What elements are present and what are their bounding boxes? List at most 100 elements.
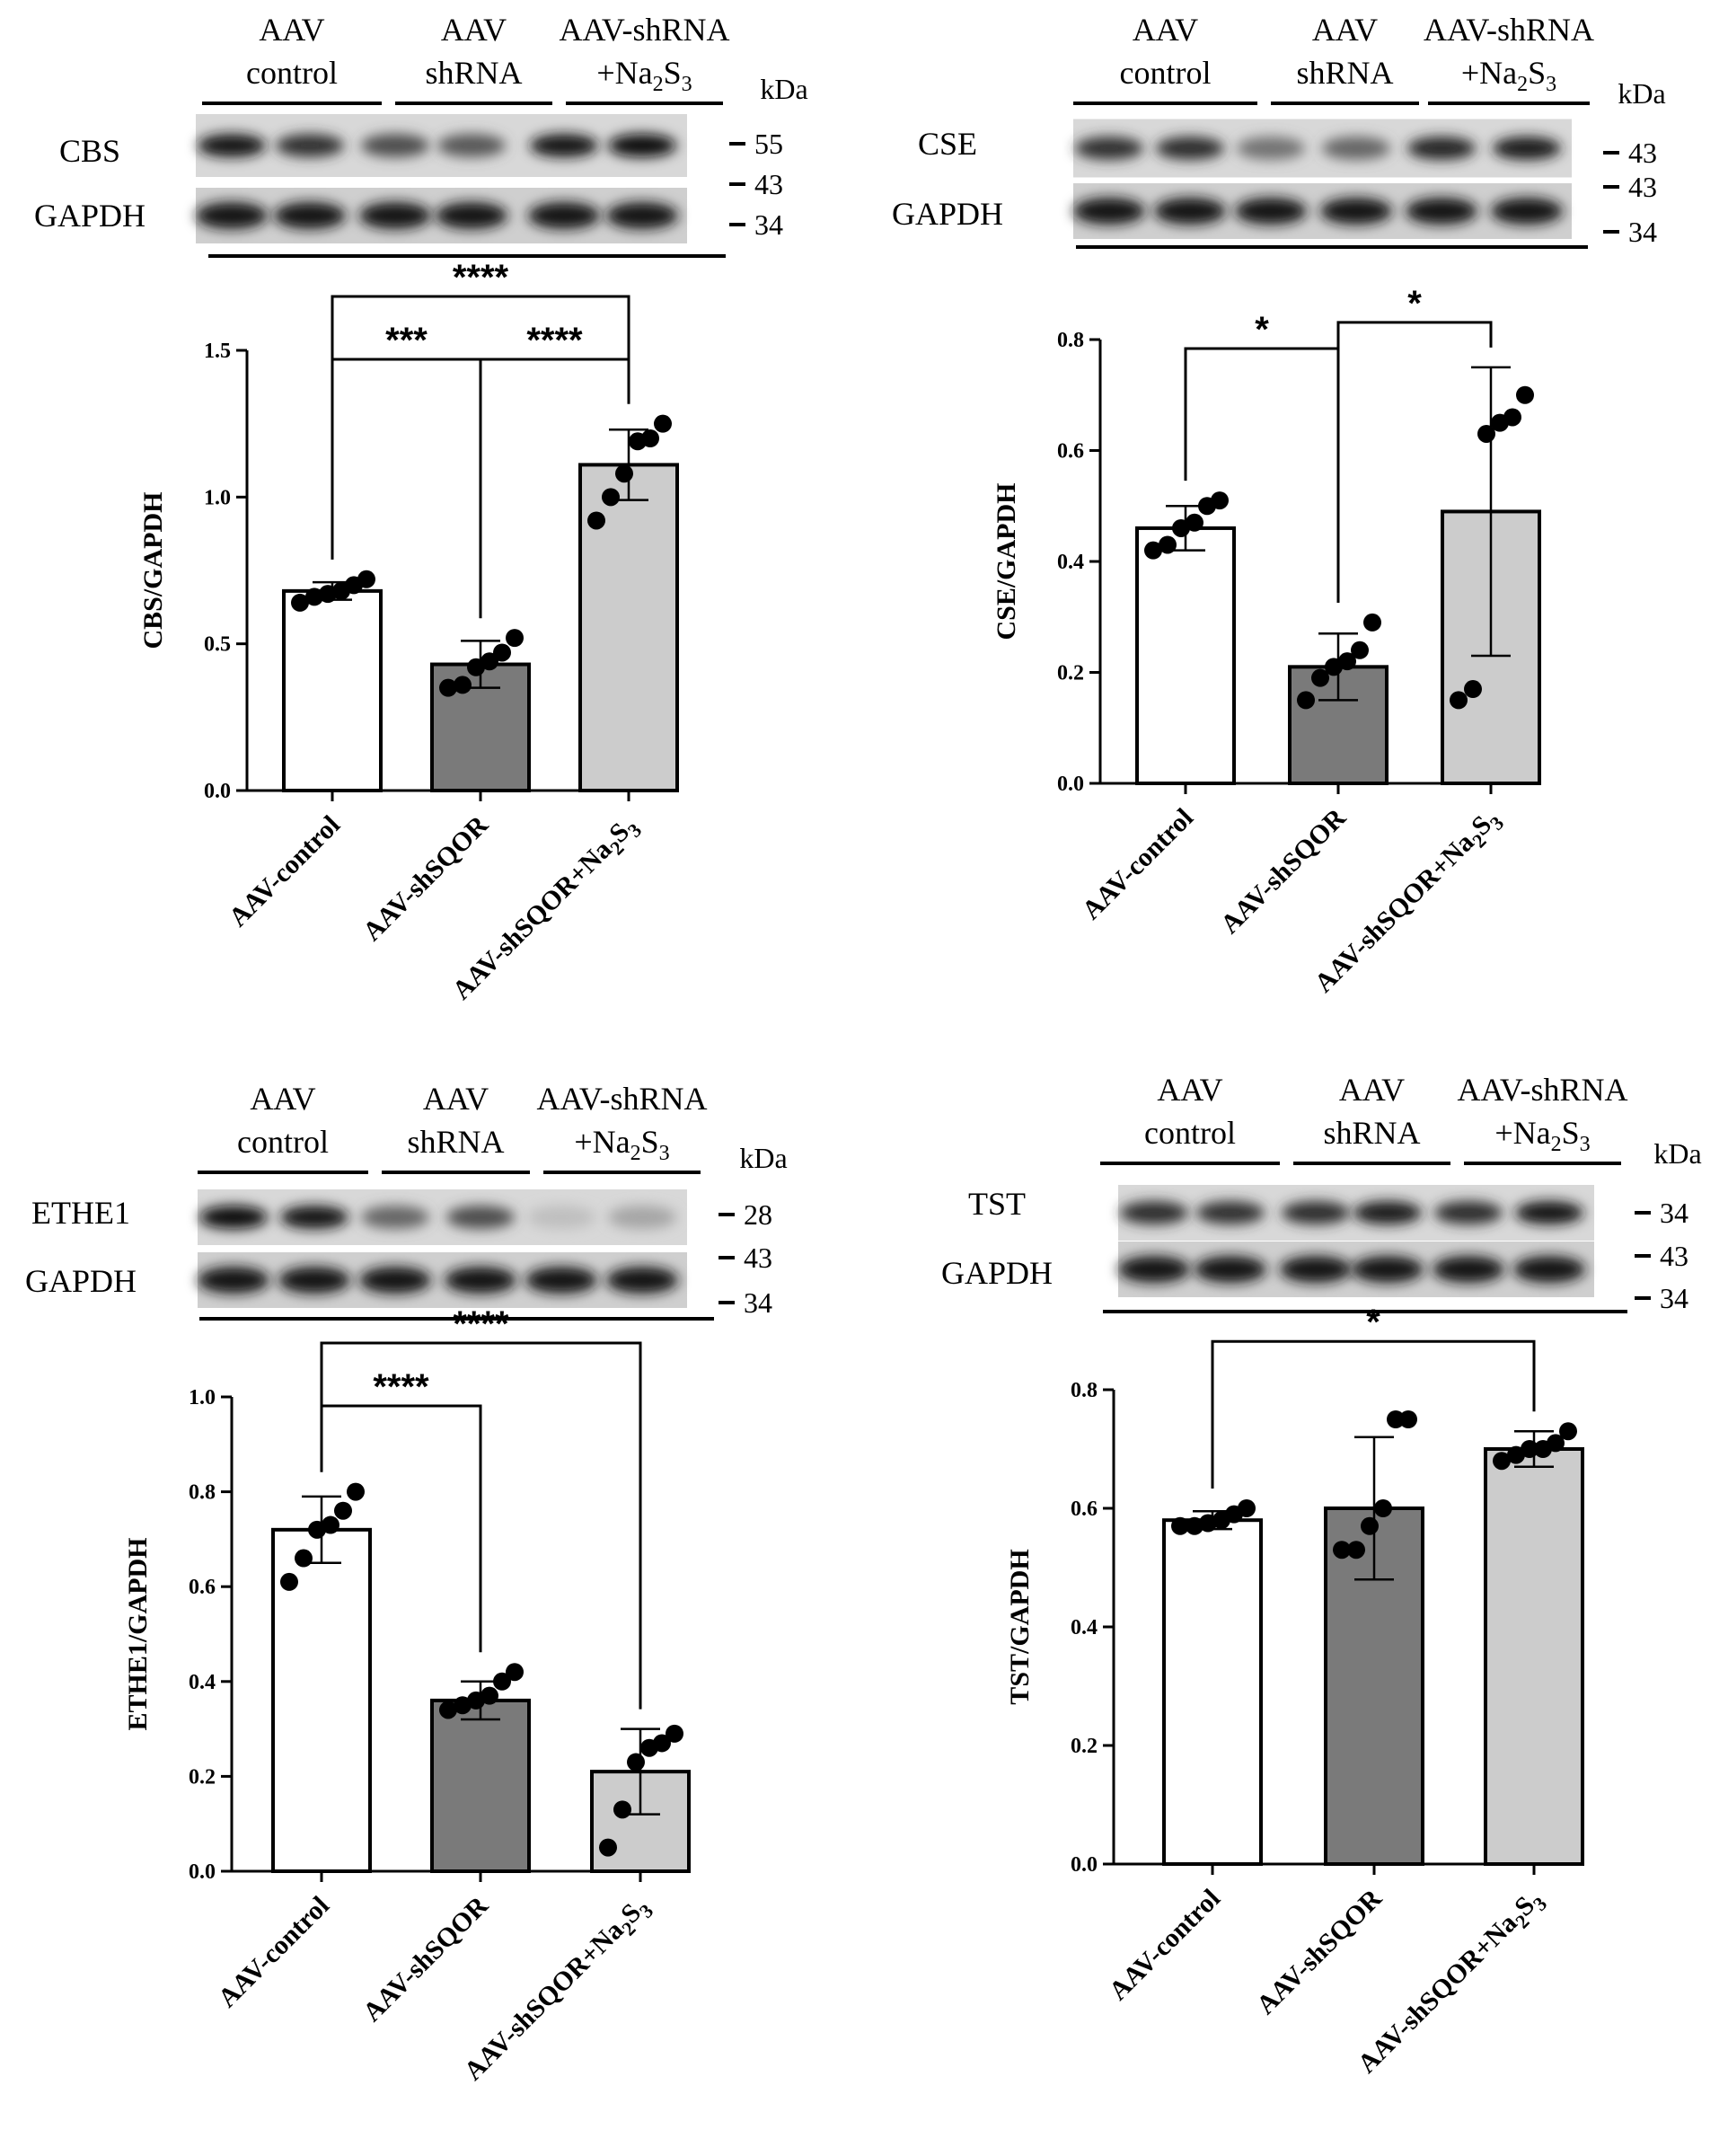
x-category-label: AAV-shSQOR+Na2S3 <box>1352 1884 1551 2083</box>
significance-label: * <box>1407 284 1422 323</box>
blot-group-label: AAV <box>259 12 324 48</box>
data-point <box>439 1701 457 1719</box>
target-band <box>361 1206 429 1229</box>
y-tick-label: 0.4 <box>1071 1616 1098 1639</box>
y-axis-title: ETHE1/GAPDH <box>123 1537 153 1730</box>
data-point <box>334 1501 352 1520</box>
gapdh-band <box>1154 198 1226 225</box>
protein-label: TST <box>968 1186 1026 1222</box>
data-point <box>1311 668 1329 687</box>
data-point <box>493 1672 511 1691</box>
y-tick-label: 1.5 <box>204 340 231 363</box>
blot-group-label: AAV-shRNA <box>559 12 729 48</box>
bar <box>282 588 383 792</box>
marker-label: 43 <box>1660 1240 1688 1272</box>
data-point <box>305 588 323 606</box>
y-tick-label: 0.5 <box>204 633 231 657</box>
kda-label: kDa <box>760 73 807 105</box>
data-point <box>357 570 375 588</box>
blot-group-sublabel: control <box>237 1124 329 1160</box>
target-band <box>608 1206 676 1229</box>
target-band <box>1322 137 1390 160</box>
gapdh-band <box>274 202 346 229</box>
x-category-label: AAV-control <box>212 1891 334 2013</box>
data-point <box>602 488 620 507</box>
target-band <box>527 1206 595 1229</box>
data-point <box>347 1482 365 1501</box>
target-band <box>1196 1201 1265 1224</box>
blot-group-sublabel: +Na2S3 <box>574 1124 669 1165</box>
blot-group-label: AAV <box>1312 12 1378 48</box>
y-tick-label: 0.8 <box>1071 1379 1098 1402</box>
marker-label: 34 <box>754 208 783 241</box>
blot-group-label: AAV-shRNA <box>1424 12 1594 48</box>
marker-label: 43 <box>754 168 783 200</box>
data-point <box>1493 1452 1511 1471</box>
western-blot-tst: AAV control AAV shRNA AAV-shRNA +Na2S3 kDa TST G… <box>941 1072 1702 1314</box>
western-blot-ethe1: AAV control AAV shRNA AAV-shRNA +Na2S3 kDa ETHE… <box>25 1081 788 1321</box>
target-band <box>1353 1201 1422 1224</box>
significance-bracket <box>331 295 630 560</box>
x-category-label: AAV-shSQOR <box>1251 1883 1388 2019</box>
gapdh-band <box>1320 198 1392 225</box>
gapdh-band <box>278 1267 350 1294</box>
data-point <box>1374 1499 1392 1517</box>
gapdh-band <box>1280 1256 1352 1283</box>
marker-label: 43 <box>744 1241 772 1274</box>
gapdh-band <box>1195 1256 1266 1283</box>
gapdh-band <box>198 1267 269 1294</box>
gapdh-band <box>1433 1256 1504 1283</box>
western-blot-cbs: AAV control AAV shRNA AAV-shRNA +Na2S3 kDa CBS G… <box>34 12 808 258</box>
protein-label: CSE <box>918 126 977 162</box>
blot-group-label: AAV <box>423 1081 489 1117</box>
gapdh-band <box>606 202 678 229</box>
y-tick-label: 0.0 <box>1057 773 1084 796</box>
marker-label: 55 <box>754 128 783 160</box>
data-point <box>506 1663 524 1682</box>
kda-label: kDa <box>1653 1137 1701 1170</box>
bar-chart-cse: 0.0 0.2 0.4 0.6 0.8 CSE/GAPDH AAV-control AAV-s… <box>992 284 1541 998</box>
loading-control-label: GAPDH <box>34 198 145 234</box>
gapdh-band <box>525 1267 597 1294</box>
y-tick-label: 0.6 <box>1071 1498 1098 1521</box>
protein-label: ETHE1 <box>31 1195 130 1231</box>
loading-control-label: GAPDH <box>25 1263 137 1299</box>
marker-label: 43 <box>1628 171 1657 203</box>
y-tick-label: 0.2 <box>189 1765 216 1789</box>
x-category-label: AAV-shSQOR <box>357 1890 494 2027</box>
gapdh-band <box>359 1267 431 1294</box>
y-tick-label: 0.0 <box>204 780 231 803</box>
data-point <box>1186 513 1203 532</box>
data-point <box>1559 1422 1577 1441</box>
gapdh-band <box>359 202 431 229</box>
x-category-label: AAV-control <box>223 810 345 932</box>
blot-group-sublabel: shRNA <box>407 1124 504 1160</box>
data-point <box>587 511 605 530</box>
data-point <box>1238 1499 1256 1517</box>
marker-label: 28 <box>744 1198 772 1231</box>
bar <box>1162 1518 1263 1866</box>
data-point <box>1361 1516 1379 1535</box>
data-point <box>454 676 472 694</box>
marker-label: 43 <box>1628 137 1657 169</box>
target-band <box>280 1206 348 1229</box>
x-category-label: AAV-control <box>1076 803 1198 925</box>
target-band <box>446 1206 515 1229</box>
y-tick-label: 0.6 <box>189 1576 216 1599</box>
bar <box>430 1698 531 1874</box>
data-point <box>1347 1541 1365 1560</box>
data-point <box>1363 613 1381 632</box>
blot-group-label: AAV-shRNA <box>536 1081 707 1117</box>
kda-label: kDa <box>1618 77 1665 110</box>
x-category-label: AAV-shSQOR <box>1215 802 1352 939</box>
target-band <box>1282 1201 1350 1224</box>
gapdh-band <box>196 202 268 229</box>
protein-label: CBS <box>59 133 120 169</box>
gapdh-band <box>436 202 507 229</box>
bar <box>1484 1447 1584 1866</box>
gapdh-band <box>528 202 600 229</box>
loading-control-label: GAPDH <box>892 196 1003 232</box>
significance-label: *** <box>385 321 428 360</box>
